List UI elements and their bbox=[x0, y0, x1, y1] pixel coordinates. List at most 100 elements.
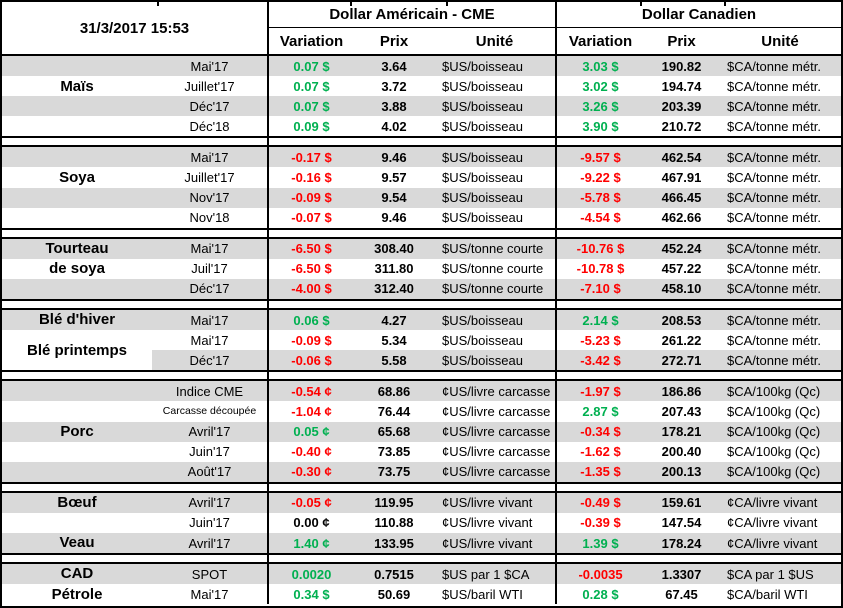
cell-ca-prix: 203.39 bbox=[644, 96, 719, 117]
cell-us-unit: $US/boisseau bbox=[434, 96, 555, 117]
cell-month: Déc'18 bbox=[189, 118, 230, 134]
separator-segment bbox=[267, 138, 555, 146]
section-separator bbox=[2, 481, 841, 493]
cell-ca-prix: 194.74 bbox=[661, 78, 702, 94]
cell-ca-var: 3.90 $ bbox=[555, 116, 644, 137]
sections-host: Mai'17 0.07 $3.64 $US/boisseau 3.03 $190.82… bbox=[2, 56, 841, 605]
cell-us-unit: ¢US/livre vivant bbox=[434, 492, 555, 513]
cell-ca-unit: $CA/tonne métr. bbox=[719, 56, 841, 77]
separator-segment bbox=[267, 229, 555, 237]
section-label-line: de soya bbox=[49, 260, 105, 278]
section-separator bbox=[2, 299, 841, 311]
cell-us-prix: 3.72 bbox=[381, 78, 407, 94]
section-label-line: Soya bbox=[59, 168, 95, 186]
section-label: Porc bbox=[2, 422, 152, 442]
cell-us-unit: ¢US/livre carcasse bbox=[434, 461, 555, 482]
separator-segment bbox=[2, 301, 267, 308]
cell-us-var: -0.16 $ bbox=[267, 167, 354, 188]
section-separator bbox=[2, 136, 841, 148]
cell-ca-var: 3.02 $ bbox=[555, 76, 644, 97]
cell-ca-var: -10.76 $ bbox=[555, 238, 644, 259]
section-label-line: Bœuf bbox=[57, 494, 97, 512]
cell-us-unit: ¢US/livre vivant bbox=[434, 532, 555, 554]
cell-ca-unit: $CA/tonne métr. bbox=[719, 187, 841, 208]
cell-ca-unit: ¢CA/livre vivant bbox=[727, 515, 818, 531]
label-background-cell bbox=[2, 147, 152, 168]
label-background-cell bbox=[2, 513, 152, 533]
cell-month: Déc'17 bbox=[152, 96, 267, 117]
section-label-line: Blé printemps bbox=[26, 341, 128, 359]
cell-ca-unit: $CA/tonne métr. bbox=[727, 210, 821, 226]
cell-ca-unit: $CA/100kg (Qc) bbox=[719, 421, 841, 442]
label-background-cell bbox=[2, 278, 152, 300]
label-background-cell bbox=[2, 310, 152, 331]
cell-us-prix: 5.34 bbox=[381, 332, 407, 348]
cell-us-prix: 65.68 bbox=[354, 421, 434, 442]
cell-month: SPOT bbox=[152, 564, 267, 585]
cell-month: Juil'17 bbox=[191, 261, 228, 277]
separator-segment bbox=[267, 555, 555, 563]
cell-ca-prix: 178.21 bbox=[644, 421, 719, 442]
cell-us-unit: $US/baril WTI bbox=[442, 586, 523, 602]
section-label: Blé printemps bbox=[2, 330, 152, 370]
separator-segment bbox=[555, 555, 841, 563]
grid-tick bbox=[157, 2, 159, 6]
cell-ca-var: -0.0035 bbox=[555, 564, 644, 585]
report-datetime: 31/3/2017 15:53 bbox=[79, 19, 190, 37]
cell-us-var: -0.09 $ bbox=[267, 330, 354, 351]
cell-us-var: -0.09 $ bbox=[267, 187, 354, 208]
cell-us-var: 0.07 $ bbox=[267, 76, 354, 97]
cell-ca-var: -1.35 $ bbox=[555, 461, 644, 482]
cell-month: Mai'17 bbox=[190, 332, 229, 348]
cell-us-prix: 4.02 bbox=[381, 118, 407, 134]
cell-month: Déc'17 bbox=[152, 278, 267, 300]
cell-us-unit: $US/boisseau bbox=[442, 210, 523, 226]
section-separator bbox=[2, 553, 841, 565]
cell-ca-var: -9.57 $ bbox=[555, 147, 644, 168]
cell-ca-prix: 272.71 bbox=[644, 350, 719, 371]
cell-ca-unit: $CA/100kg (Qc) bbox=[727, 403, 821, 419]
cell-ca-unit: $CA/tonne métr. bbox=[719, 310, 841, 331]
section-label: CAD bbox=[2, 564, 152, 584]
section-label: Maïs bbox=[2, 76, 152, 96]
cell-ca-prix: 467.91 bbox=[661, 170, 702, 186]
cell-month: Mai'17 bbox=[152, 147, 267, 168]
cell-us-var: 1.40 ¢ bbox=[267, 532, 354, 554]
usd-unite-header: Unité bbox=[475, 32, 514, 50]
cell-ca-prix: 462.66 bbox=[661, 210, 702, 226]
cell-us-unit: ¢US/livre vivant bbox=[442, 515, 533, 531]
section-label: Tourteau bbox=[2, 239, 152, 259]
label-background-cell bbox=[2, 96, 152, 117]
cell-us-unit: $US/boisseau bbox=[434, 187, 555, 208]
cell-us-unit: $US/boisseau bbox=[442, 332, 523, 348]
cell-month: Avril'17 bbox=[152, 421, 267, 442]
cell-ca-prix: 458.10 bbox=[644, 278, 719, 300]
section-label: Bœuf bbox=[2, 493, 152, 513]
cell-ca-unit: $CA/tonne métr. bbox=[727, 261, 821, 277]
cell-ca-prix: 452.24 bbox=[644, 238, 719, 259]
separator-segment bbox=[555, 483, 841, 491]
cell-month: Mai'17 bbox=[190, 586, 229, 602]
label-background-cell bbox=[2, 401, 152, 421]
cell-ca-var: 1.39 $ bbox=[555, 532, 644, 554]
cell-ca-prix: 261.22 bbox=[661, 332, 702, 348]
separator-segment bbox=[267, 372, 555, 380]
cell-ca-var: -9.22 $ bbox=[555, 167, 644, 188]
cell-ca-unit: $CA/100kg (Qc) bbox=[719, 461, 841, 482]
cell-us-var: -0.06 $ bbox=[267, 350, 354, 371]
cell-us-prix: 73.75 bbox=[354, 461, 434, 482]
cell-us-unit: $US/boisseau bbox=[434, 310, 555, 331]
cell-us-prix: 3.88 bbox=[354, 96, 434, 117]
separator-segment bbox=[555, 138, 841, 146]
cad-variation-header: Variation bbox=[555, 28, 644, 54]
cell-us-var: 0.07 $ bbox=[267, 96, 354, 117]
separator-segment bbox=[555, 372, 841, 380]
cell-ca-unit: $CA/tonne métr. bbox=[727, 118, 821, 134]
cell-ca-var: -1.97 $ bbox=[555, 381, 644, 402]
label-background-cell bbox=[2, 532, 152, 554]
cell-us-unit: ¢US/livre carcasse bbox=[442, 403, 551, 419]
label-background-cell bbox=[2, 116, 152, 136]
cell-us-unit: $US/boisseau bbox=[442, 170, 523, 186]
section-label-line: Tourteau bbox=[45, 240, 109, 258]
cell-ca-prix: 208.53 bbox=[644, 310, 719, 331]
